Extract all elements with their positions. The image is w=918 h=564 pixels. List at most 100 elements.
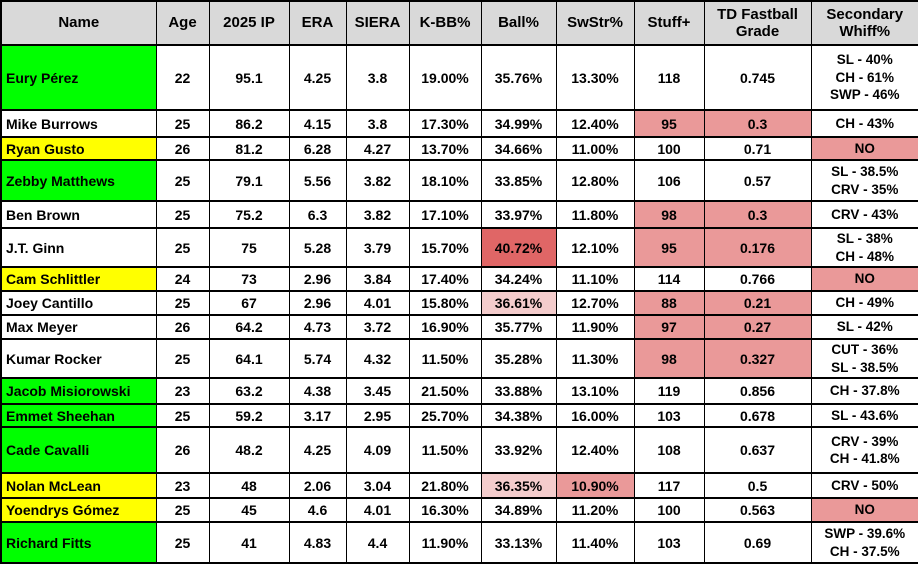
cell-kbb[interactable]: 16.90% [408, 314, 482, 341]
cell-siera[interactable]: 3.8 [345, 109, 410, 138]
cell-era[interactable]: 5.74 [288, 338, 347, 380]
cell-age[interactable]: 25 [155, 403, 210, 429]
cell-td[interactable]: 0.327 [703, 338, 812, 380]
cell-kbb[interactable]: 11.50% [408, 426, 482, 475]
cell-td[interactable]: 0.637 [703, 426, 812, 475]
cell-age[interactable]: 24 [155, 266, 210, 293]
cell-era[interactable]: 3.17 [288, 403, 347, 429]
cell-swstr[interactable]: 13.10% [555, 377, 635, 406]
cell-age[interactable]: 26 [155, 314, 210, 341]
cell-name[interactable]: Kumar Rocker [0, 338, 157, 380]
cell-siera[interactable]: 3.72 [345, 314, 410, 341]
cell-swstr[interactable]: 12.40% [555, 109, 635, 138]
header-name[interactable]: Name [0, 0, 157, 46]
cell-whiff[interactable]: SL - 43.6% [810, 403, 918, 429]
cell-siera[interactable]: 4.01 [345, 290, 410, 317]
cell-age[interactable]: 25 [155, 521, 210, 564]
cell-swstr[interactable]: 10.90% [555, 472, 635, 500]
cell-era[interactable]: 5.56 [288, 159, 347, 202]
cell-kbb[interactable]: 17.40% [408, 266, 482, 293]
cell-swstr[interactable]: 11.00% [555, 136, 635, 161]
cell-whiff[interactable]: CH - 43% [810, 109, 918, 138]
cell-whiff[interactable]: SL - 40% CH - 61% SWP - 46% [810, 44, 918, 111]
cell-ip[interactable]: 41 [208, 521, 290, 564]
cell-stuff[interactable]: 100 [633, 136, 705, 161]
cell-ip[interactable]: 79.1 [208, 159, 290, 202]
cell-ball[interactable]: 33.97% [480, 200, 557, 229]
cell-swstr[interactable]: 11.30% [555, 338, 635, 380]
cell-name[interactable]: J.T. Ginn [0, 226, 157, 269]
cell-siera[interactable]: 4.27 [345, 136, 410, 161]
cell-name[interactable]: Ben Brown [0, 200, 157, 229]
cell-name[interactable]: Mike Burrows [0, 109, 157, 138]
cell-td[interactable]: 0.563 [703, 497, 812, 524]
cell-ball[interactable]: 34.89% [480, 497, 557, 524]
cell-kbb[interactable]: 25.70% [408, 403, 482, 429]
cell-siera[interactable]: 4.32 [345, 338, 410, 380]
cell-era[interactable]: 6.3 [288, 200, 347, 229]
header-ball[interactable]: Ball% [480, 0, 557, 46]
cell-td[interactable]: 0.71 [703, 136, 812, 161]
cell-kbb[interactable]: 15.80% [408, 290, 482, 317]
cell-ip[interactable]: 95.1 [208, 44, 290, 111]
cell-age[interactable]: 25 [155, 109, 210, 138]
cell-ball[interactable]: 33.13% [480, 521, 557, 564]
cell-age[interactable]: 25 [155, 200, 210, 229]
cell-whiff[interactable]: SWP - 39.6% CH - 37.5% [810, 521, 918, 564]
cell-era[interactable]: 4.25 [288, 44, 347, 111]
cell-swstr[interactable]: 16.00% [555, 403, 635, 429]
cell-kbb[interactable]: 11.50% [408, 338, 482, 380]
cell-name[interactable]: Yoendrys Gómez [0, 497, 157, 524]
cell-ball[interactable]: 34.99% [480, 109, 557, 138]
cell-td[interactable]: 0.21 [703, 290, 812, 317]
cell-swstr[interactable]: 11.90% [555, 314, 635, 341]
cell-age[interactable]: 23 [155, 472, 210, 500]
cell-stuff[interactable]: 108 [633, 426, 705, 475]
cell-ip[interactable]: 63.2 [208, 377, 290, 406]
cell-td[interactable]: 0.27 [703, 314, 812, 341]
cell-siera[interactable]: 4.4 [345, 521, 410, 564]
cell-td[interactable]: 0.3 [703, 109, 812, 138]
cell-whiff[interactable]: SL - 38.5% CRV - 35% [810, 159, 918, 202]
cell-ip[interactable]: 64.2 [208, 314, 290, 341]
cell-td[interactable]: 0.69 [703, 521, 812, 564]
cell-kbb[interactable]: 17.30% [408, 109, 482, 138]
cell-swstr[interactable]: 11.40% [555, 521, 635, 564]
cell-ip[interactable]: 67 [208, 290, 290, 317]
cell-age[interactable]: 25 [155, 338, 210, 380]
cell-name[interactable]: Eury Pérez [0, 44, 157, 111]
cell-era[interactable]: 4.15 [288, 109, 347, 138]
cell-swstr[interactable]: 12.10% [555, 226, 635, 269]
cell-td[interactable]: 0.3 [703, 200, 812, 229]
cell-td[interactable]: 0.745 [703, 44, 812, 111]
cell-name[interactable]: Zebby Matthews [0, 159, 157, 202]
cell-whiff[interactable]: CRV - 50% [810, 472, 918, 500]
cell-stuff[interactable]: 98 [633, 338, 705, 380]
cell-td[interactable]: 0.5 [703, 472, 812, 500]
header-kbb[interactable]: K-BB% [408, 0, 482, 46]
cell-whiff[interactable]: CH - 49% [810, 290, 918, 317]
cell-age[interactable]: 22 [155, 44, 210, 111]
cell-age[interactable]: 25 [155, 497, 210, 524]
cell-ball[interactable]: 36.35% [480, 472, 557, 500]
cell-stuff[interactable]: 117 [633, 472, 705, 500]
cell-name[interactable]: Max Meyer [0, 314, 157, 341]
cell-ip[interactable]: 75 [208, 226, 290, 269]
cell-era[interactable]: 4.73 [288, 314, 347, 341]
cell-siera[interactable]: 3.04 [345, 472, 410, 500]
cell-whiff[interactable]: CH - 37.8% [810, 377, 918, 406]
cell-ball[interactable]: 34.24% [480, 266, 557, 293]
cell-whiff[interactable]: CUT - 36% SL - 38.5% [810, 338, 918, 380]
cell-ball[interactable]: 35.77% [480, 314, 557, 341]
cell-kbb[interactable]: 15.70% [408, 226, 482, 269]
cell-siera[interactable]: 3.82 [345, 200, 410, 229]
cell-era[interactable]: 6.28 [288, 136, 347, 161]
cell-swstr[interactable]: 11.20% [555, 497, 635, 524]
cell-era[interactable]: 5.28 [288, 226, 347, 269]
cell-ball[interactable]: 35.76% [480, 44, 557, 111]
header-swstr[interactable]: SwStr% [555, 0, 635, 46]
cell-name[interactable]: Ryan Gusto [0, 136, 157, 161]
cell-name[interactable]: Richard Fitts [0, 521, 157, 564]
cell-siera[interactable]: 3.8 [345, 44, 410, 111]
cell-ip[interactable]: 48 [208, 472, 290, 500]
